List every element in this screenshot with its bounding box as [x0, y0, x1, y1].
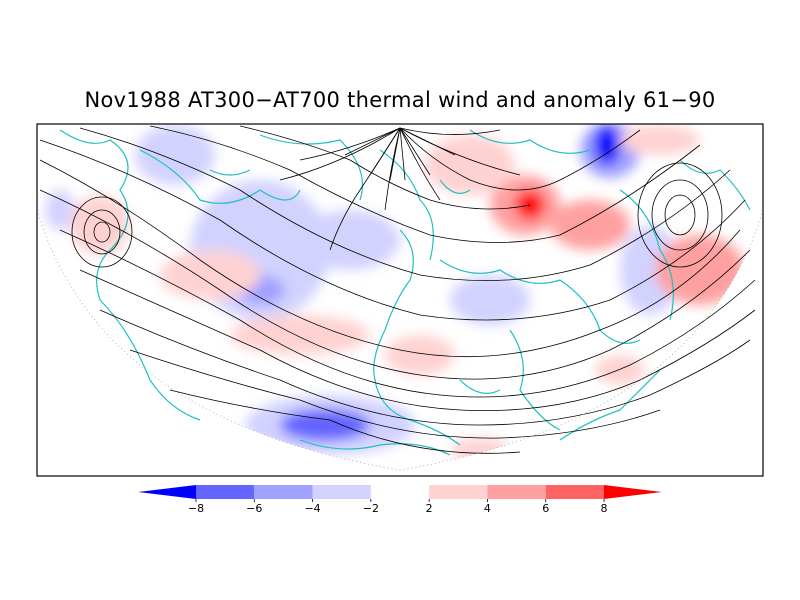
circulation-cells	[71, 162, 723, 268]
coastlines	[59, 129, 751, 456]
colorbar-tick-label: 4	[484, 502, 491, 515]
colorbar-segment	[429, 485, 488, 499]
colorbar: −8 −6 −4 −2 2 4 6 8	[138, 485, 662, 515]
colorbar-segment	[254, 485, 313, 499]
colorbar-tick-label: 2	[426, 502, 433, 515]
colorbar-segment	[196, 485, 255, 499]
colorbar-segment-min	[138, 485, 196, 499]
hemisphere-boundary	[37, 209, 763, 471]
pole-convergence	[344, 127, 456, 181]
colorbar-segment	[545, 485, 604, 499]
colorbar-tick-label: −2	[363, 502, 379, 515]
colorbar-segment-max	[604, 485, 662, 499]
colorbar-tick-label: −6	[246, 502, 262, 515]
colorbar-segment	[487, 485, 546, 499]
anomaly-shading	[45, 124, 745, 462]
map-frame	[36, 123, 764, 477]
colorbar-segment	[312, 485, 371, 499]
colorbar-tick-label: 6	[542, 502, 549, 515]
map-title: Nov1988 AT300−AT700 thermal wind and ano…	[84, 88, 716, 112]
colorbar-tick-label: 8	[601, 502, 608, 515]
streamlines	[39, 125, 756, 454]
colorbar-tick-label: −8	[188, 502, 204, 515]
colorbar-segment	[370, 485, 430, 499]
colorbar-tick-label: −4	[304, 502, 320, 515]
